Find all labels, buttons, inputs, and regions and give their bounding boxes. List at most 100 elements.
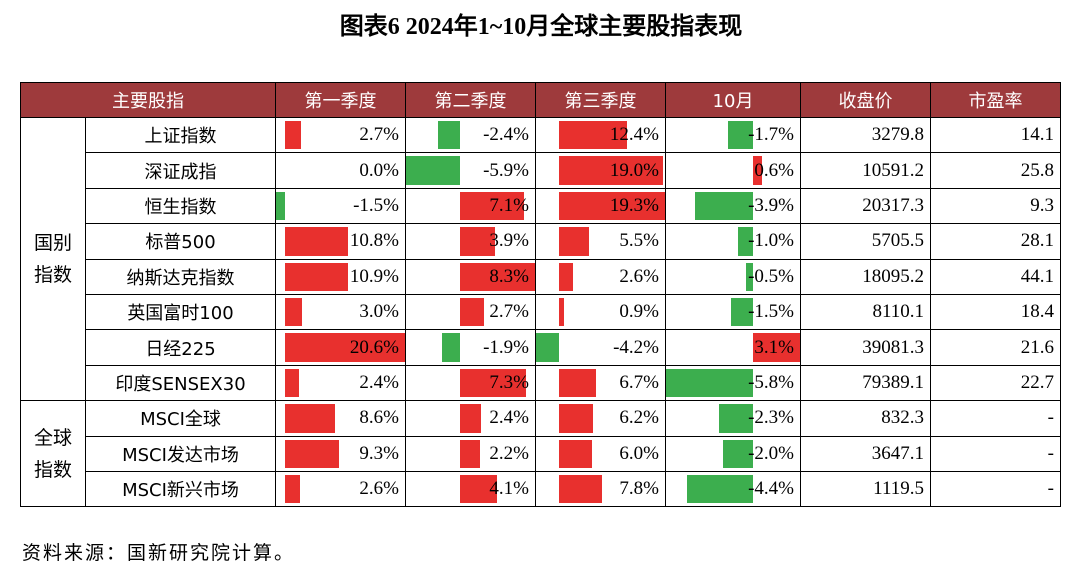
cell-value: -3.9%	[748, 194, 794, 216]
value-cell: -4.4%	[665, 470, 801, 508]
cell-value: 20.6%	[349, 336, 399, 358]
value-cell: 6.0%	[535, 435, 666, 472]
value-cell: 8110.1	[800, 293, 931, 331]
value-cell: 25.8	[930, 152, 1061, 189]
value-cell: 28.1	[930, 223, 1061, 260]
table-row: 纳斯达克指数 10.9% 8.3% 2.6% -0.5% 18095.2 44.1	[21, 258, 1061, 295]
value-cell: -1.5%	[275, 187, 406, 225]
data-bar	[559, 121, 628, 150]
table-row: 印度SENSEX30 2.4% 7.3% 6.7% -5.8% 79389.1 22.7	[21, 364, 1061, 402]
value-cell: -1.5%	[665, 293, 801, 331]
index-name: 深证成指	[85, 152, 276, 189]
cell-value: 19.0%	[609, 159, 659, 181]
value-cell: -4.2%	[535, 329, 666, 366]
cell-value: 3.0%	[359, 301, 399, 323]
cell-value: 4.1%	[489, 478, 529, 500]
data-bar	[745, 262, 754, 291]
value-cell: 21.6	[930, 329, 1061, 366]
cell-value: -2.4%	[483, 124, 529, 146]
index-name: 纳斯达克指数	[85, 258, 276, 295]
value-cell: 6.2%	[535, 400, 666, 437]
data-bar	[284, 121, 301, 150]
data-bar	[459, 227, 496, 256]
value-cell: 20.6%	[275, 329, 406, 366]
cell-value: 6.2%	[619, 407, 659, 429]
data-bar	[459, 439, 480, 468]
index-name: 日经225	[85, 329, 276, 366]
cell-value: 10.9%	[349, 265, 399, 287]
value-cell: 3647.1	[800, 435, 931, 472]
data-bar	[459, 297, 485, 327]
data-bar	[284, 439, 340, 468]
data-bar	[559, 368, 596, 398]
group-cell: 全球指数	[20, 400, 86, 508]
data-bar	[559, 297, 564, 327]
data-bar	[559, 439, 592, 468]
data-bar	[284, 368, 299, 398]
table-row: 标普500 10.8% 3.9% 5.5% -1.0% 5705.5 28.1	[21, 223, 1061, 260]
cell-value: 3647.1	[871, 442, 924, 464]
cell-value: 18.4	[1020, 301, 1054, 323]
cell-value: 8110.1	[872, 301, 924, 323]
data-bar	[559, 227, 590, 256]
index-name: 印度SENSEX30	[85, 364, 276, 402]
header-cell: 第一季度	[275, 82, 406, 118]
cell-value: -	[1047, 478, 1054, 500]
cell-value: 0.9%	[619, 301, 659, 323]
cell-value: 28.1	[1020, 230, 1054, 252]
data-bar	[284, 297, 303, 327]
value-cell: -	[930, 470, 1061, 508]
index-table: 主要股指 第一季度 第二季度 第三季度 10月 收盘价 市盈率 国别指数 上证指数 2.7% -2…	[20, 82, 1061, 508]
value-cell: 2.6%	[535, 258, 666, 295]
data-bar	[559, 262, 574, 291]
value-cell: 10591.2	[800, 152, 931, 189]
data-bar	[284, 227, 348, 256]
index-name: 恒生指数	[85, 187, 276, 225]
index-name: MSCI新兴市场	[85, 470, 276, 508]
cell-value: -2.0%	[748, 442, 794, 464]
header-cell: 10月	[665, 82, 801, 118]
cell-value: 9.3%	[359, 442, 399, 464]
cell-value: 25.8	[1020, 159, 1054, 181]
value-cell: 2.6%	[275, 470, 406, 508]
value-cell: -1.0%	[665, 223, 801, 260]
data-bar	[459, 191, 525, 221]
index-name: 上证指数	[85, 116, 276, 154]
value-cell: 3.9%	[405, 223, 536, 260]
source-note: 资料来源：国新研究院计算。	[22, 543, 296, 564]
cell-value: -0.5%	[748, 265, 794, 287]
value-cell: 14.1	[930, 116, 1061, 154]
value-cell: 12.4%	[535, 116, 666, 154]
data-bar	[284, 333, 405, 362]
data-bar	[727, 121, 754, 150]
cell-value: 2.6%	[619, 265, 659, 287]
data-bar	[442, 333, 460, 362]
value-cell: 19.0%	[535, 152, 666, 189]
cell-value: -2.3%	[748, 407, 794, 429]
data-bar	[694, 191, 754, 221]
value-cell: 7.8%	[535, 470, 666, 508]
cell-value: 20317.3	[862, 194, 924, 216]
cell-value: 5705.5	[871, 230, 924, 252]
data-bar	[284, 404, 335, 433]
table-row: 国别指数 上证指数 2.7% -2.4% 12.4% -1.7% 3279.8 14.1	[20, 116, 1061, 402]
cell-value: 79389.1	[862, 371, 924, 393]
value-cell: -5.8%	[665, 364, 801, 402]
header-cell: 市盈率	[930, 82, 1061, 118]
value-cell: 0.6%	[665, 152, 801, 189]
value-cell: 2.4%	[405, 400, 536, 437]
cell-value: 832.3	[881, 407, 924, 429]
data-bar	[753, 333, 800, 362]
table-row: 日经225 20.6% -1.9% -4.2% 3.1% 39081.3 21.6	[21, 329, 1061, 366]
value-cell: -	[930, 435, 1061, 472]
value-cell: 79389.1	[800, 364, 931, 402]
value-cell: 2.7%	[405, 293, 536, 331]
cell-value: 18095.2	[862, 265, 924, 287]
cell-value: 14.1	[1020, 124, 1054, 146]
value-cell: 9.3	[930, 187, 1061, 225]
table-row: 恒生指数 -1.5% 7.1% 19.3% -3.9% 20317.3 9.3	[21, 187, 1061, 225]
cell-value: 8.3%	[489, 265, 529, 287]
value-cell: 44.1	[930, 258, 1061, 295]
table-row: MSCI发达市场 9.3% 2.2% 6.0% -2.0% 3647.1 -	[21, 435, 1061, 472]
index-name: 英国富时100	[85, 293, 276, 331]
